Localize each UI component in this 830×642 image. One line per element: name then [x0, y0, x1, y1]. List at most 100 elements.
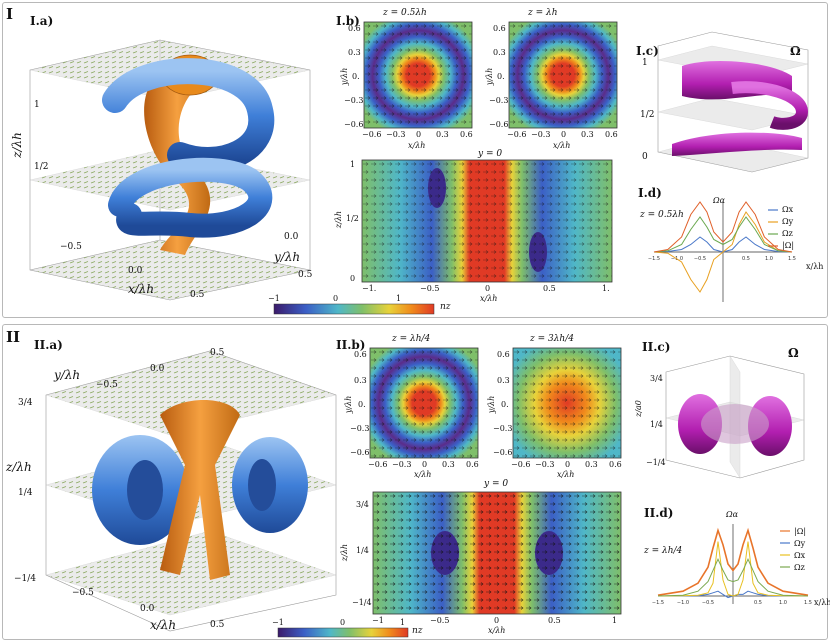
panel-Ib-title-right: z = λh — [528, 8, 558, 18]
panel-IIb-yt-1: 0.3 — [354, 376, 367, 385]
x-tick-label: −1.5 — [652, 600, 664, 606]
panel-IId-line-chart: −1.5 −1.0 −0.5 0.5 1.0 1.5 — [652, 524, 812, 606]
panel-IIa-x-tick-0: −0.5 — [72, 588, 94, 598]
panel-Ia-x-axis: x/λh — [128, 282, 155, 296]
panel-Ib-b-xt-1: −0.5 — [420, 284, 440, 293]
series-line-3 — [653, 201, 793, 253]
panel-IIa-y-tick-1: 0.0 — [150, 364, 165, 374]
panel-Ib-xlabel: x/λh — [408, 141, 426, 150]
panel-IIc-z-tick-1: 1/4 — [650, 420, 663, 429]
panel-Ia-x-tick-3: 0.5 — [190, 290, 205, 300]
panel-Ic-z-tick-2: 0 — [642, 152, 648, 162]
blue-isosurface-bottom — [108, 157, 273, 238]
panel-IIa-y-axis: y/λh — [54, 368, 81, 382]
panel-Ib-xt-2: 0 — [416, 130, 422, 139]
panel-IIa-x-tick-2: 0.5 — [210, 620, 225, 630]
panel-Ib-b-yt-0: 1 — [350, 160, 356, 169]
panel-IIb-yt-2: 0. — [358, 400, 366, 409]
panel-IIa-x-tick-1: 0.0 — [140, 604, 155, 614]
panel-Ib-r-xt-0: −0.6 — [507, 130, 527, 139]
panel-IIa-z-tick-2: −1/4 — [14, 574, 37, 584]
x-tick-label: 1.5 — [804, 600, 812, 606]
panel-Ib-r-xt-4: 0.6 — [605, 130, 618, 139]
panel-II-id: II — [6, 328, 21, 346]
panel-IIc-label: II.c) — [642, 340, 671, 354]
panel-Ib-xt-0: −0.6 — [362, 130, 382, 139]
panel-IId-label: II.d) — [644, 506, 674, 520]
x-tick-label: 1.5 — [788, 256, 796, 262]
panel-Ib-b-xt-0: −1. — [362, 284, 377, 293]
panel-Ib-b-xt-2: 0 — [485, 284, 491, 293]
panel-IIb-b-yt-2: −1/4 — [352, 598, 372, 607]
panel-Ib-yt-2: 0. — [352, 72, 360, 81]
panel-Ib-r-yt-4: −0.6 — [489, 120, 509, 129]
panel-Ib-xt-4: 0.6 — [460, 130, 473, 139]
panel-Ib-b-xt-4: 1. — [602, 284, 610, 293]
panel-IIb-xt-0: −0.6 — [368, 460, 388, 469]
panel-Ia-z-tick-1: 1 — [34, 100, 40, 110]
panel-IIb-b-xlabel: x/λh — [488, 626, 506, 635]
panel-IIa-3d-plot — [45, 350, 337, 632]
panel-Ia-x-tick-1: −0.5 — [60, 242, 82, 252]
panel-IId-zvalue: z = λh/4 — [644, 546, 683, 556]
panel-Ia-x-tick-2: 0.0 — [128, 266, 143, 276]
panel-IIb-r-yt-2: 0. — [501, 400, 509, 409]
panel-Ic-z-tick-1: 1/2 — [640, 110, 655, 120]
panel-IIb-r-xt-1: −0.3 — [535, 460, 555, 469]
panel-Ib-title-bottom: y = 0 — [478, 149, 503, 159]
panel-Ia-y-tick-1: 0.0 — [284, 232, 299, 242]
panel-IIb-b-xt-2: 0 — [494, 616, 500, 625]
panel-IIb-r-yt-3: −0.3 — [493, 424, 513, 433]
panel-Ib-ylabel: y/λh — [340, 67, 350, 86]
x-tick-label: 0.5 — [742, 256, 750, 262]
panel-II-cbar-tick-1: 0 — [340, 618, 346, 627]
panel-IIb-map-right — [512, 347, 622, 459]
panel-I-cbar-tick-2: 1 — [396, 294, 402, 303]
panel-Ib-r-xt-2: 0 — [561, 130, 567, 139]
panel-IIb-yt-4: −0.6 — [350, 448, 370, 457]
x-tick-label: −1.0 — [677, 600, 689, 606]
panel-IIb-yt-3: −0.3 — [350, 424, 370, 433]
panel-Ib-map-bottom — [361, 159, 613, 283]
x-tick-label: −1.5 — [648, 256, 660, 262]
panel-IIb-label: II.b) — [336, 338, 366, 352]
panel-Ia-z-axis: z/λh — [9, 132, 24, 158]
panel-IIb-r-xt-4: 0.6 — [609, 460, 622, 469]
panel-Ib-r-xt-1: −0.3 — [531, 130, 551, 139]
panel-IIb-xt-4: 0.6 — [466, 460, 479, 469]
panel-IIb-r-xlabel: x/λh — [557, 470, 575, 479]
panel-Id-label: I.d) — [638, 186, 662, 200]
panel-Id-xlabel: x/λh — [806, 262, 824, 271]
panel-IIb-b-ylabel: z/λh — [340, 543, 350, 562]
panel-I-cbar-tick-1: 0 — [333, 294, 339, 303]
panel-IIb-title-left: z = λh/4 — [392, 334, 431, 344]
panel-Ib-r-yt-1: 0.3 — [493, 48, 506, 57]
panel-Ib-r-yt-0: 0.6 — [493, 24, 506, 33]
panel-Ia-z-tick-2: 1/2 — [34, 162, 49, 172]
panel-IId-legend-3: Ωz — [794, 563, 805, 572]
panel-I-frame — [2, 2, 828, 318]
panel-IIa-label: II.a) — [34, 338, 63, 352]
panel-Ib-r-xt-3: 0.3 — [581, 130, 594, 139]
panel-Ib-yt-0: 0.6 — [348, 24, 361, 33]
panel-Ib-r-ylabel: y/λh — [485, 67, 495, 86]
panel-Ib-xt-3: 0.3 — [436, 130, 449, 139]
panel-II-cbar-label: nz — [412, 626, 423, 636]
panel-IIa-x-axis: x/λh — [150, 618, 177, 632]
panel-IIb-r-yt-4: −0.6 — [493, 448, 513, 457]
panel-IIb-xt-1: −0.3 — [392, 460, 412, 469]
panel-IIb-r-yt-1: 0.3 — [497, 376, 510, 385]
panel-IIb-b-xt-4: 1 — [612, 616, 618, 625]
panel-IIb-ylabel: y/λh — [344, 395, 354, 414]
x-tick-label: 1.0 — [765, 256, 773, 262]
panel-IIa-z-tick-0: 3/4 — [18, 398, 33, 408]
panel-Id-ylabel: Ωα — [713, 196, 726, 205]
panel-Id-legend-2: Ωz — [782, 229, 793, 238]
panel-Ib-map-left — [363, 21, 473, 129]
panel-IIb-b-xt-0: −1 — [372, 616, 384, 625]
orange-isosurface — [160, 400, 240, 580]
panel-Id-legend-3: |Ω| — [782, 241, 795, 250]
panel-IIb-r-xt-3: 0.3 — [585, 460, 598, 469]
panel-IIc-3d-plot — [665, 355, 805, 479]
panel-Ib-b-yt-2: 0 — [350, 274, 356, 283]
